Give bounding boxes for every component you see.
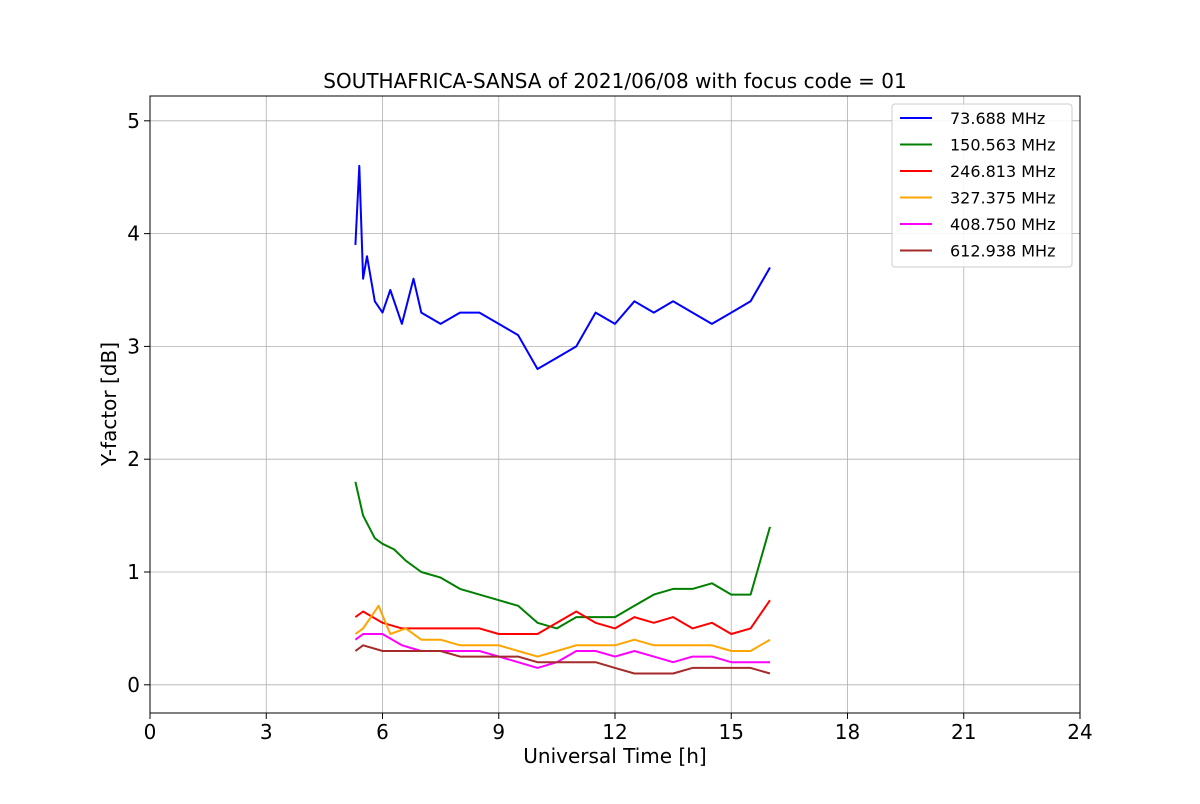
y-tick-label: 4 <box>127 222 140 246</box>
x-tick-label: 21 <box>951 720 976 744</box>
y-tick-label: 0 <box>127 673 140 697</box>
x-tick-label: 6 <box>376 720 389 744</box>
series-line <box>354 164 771 370</box>
y-axis-label: Y-factor [dB] <box>97 342 121 467</box>
y-tick-label: 5 <box>127 109 140 133</box>
legend-label: 150.563 MHz <box>950 136 1055 155</box>
series-line <box>354 599 771 635</box>
series-line <box>354 644 771 675</box>
x-tick-label: 0 <box>144 720 157 744</box>
x-tick-label: 18 <box>835 720 860 744</box>
y-tick-label: 1 <box>127 560 140 584</box>
chart-title: SOUTHAFRICA-SANSA of 2021/06/08 with foc… <box>323 69 907 93</box>
x-tick-label: 15 <box>719 720 744 744</box>
x-tick-label: 12 <box>602 720 627 744</box>
x-tick-label: 3 <box>260 720 273 744</box>
series-line <box>354 481 771 630</box>
y-tick-label: 3 <box>127 334 140 358</box>
legend-label: 612.938 MHz <box>950 242 1055 261</box>
y-tick-label: 2 <box>127 447 140 471</box>
x-axis-label: Universal Time [h] <box>523 744 706 768</box>
legend-label: 327.375 MHz <box>950 189 1055 208</box>
legend-label: 73.688 MHz <box>950 109 1045 128</box>
series-line <box>354 604 771 658</box>
legend-label: 246.813 MHz <box>950 162 1055 181</box>
x-tick-label: 9 <box>492 720 505 744</box>
legend-label: 408.750 MHz <box>950 215 1055 234</box>
legend: 73.688 MHz 150.563 MHz 246.813 MHz 327.375 … <box>891 103 1073 268</box>
legend-box <box>891 103 1073 268</box>
x-tick-label: 24 <box>1067 720 1092 744</box>
series-group <box>354 164 771 675</box>
